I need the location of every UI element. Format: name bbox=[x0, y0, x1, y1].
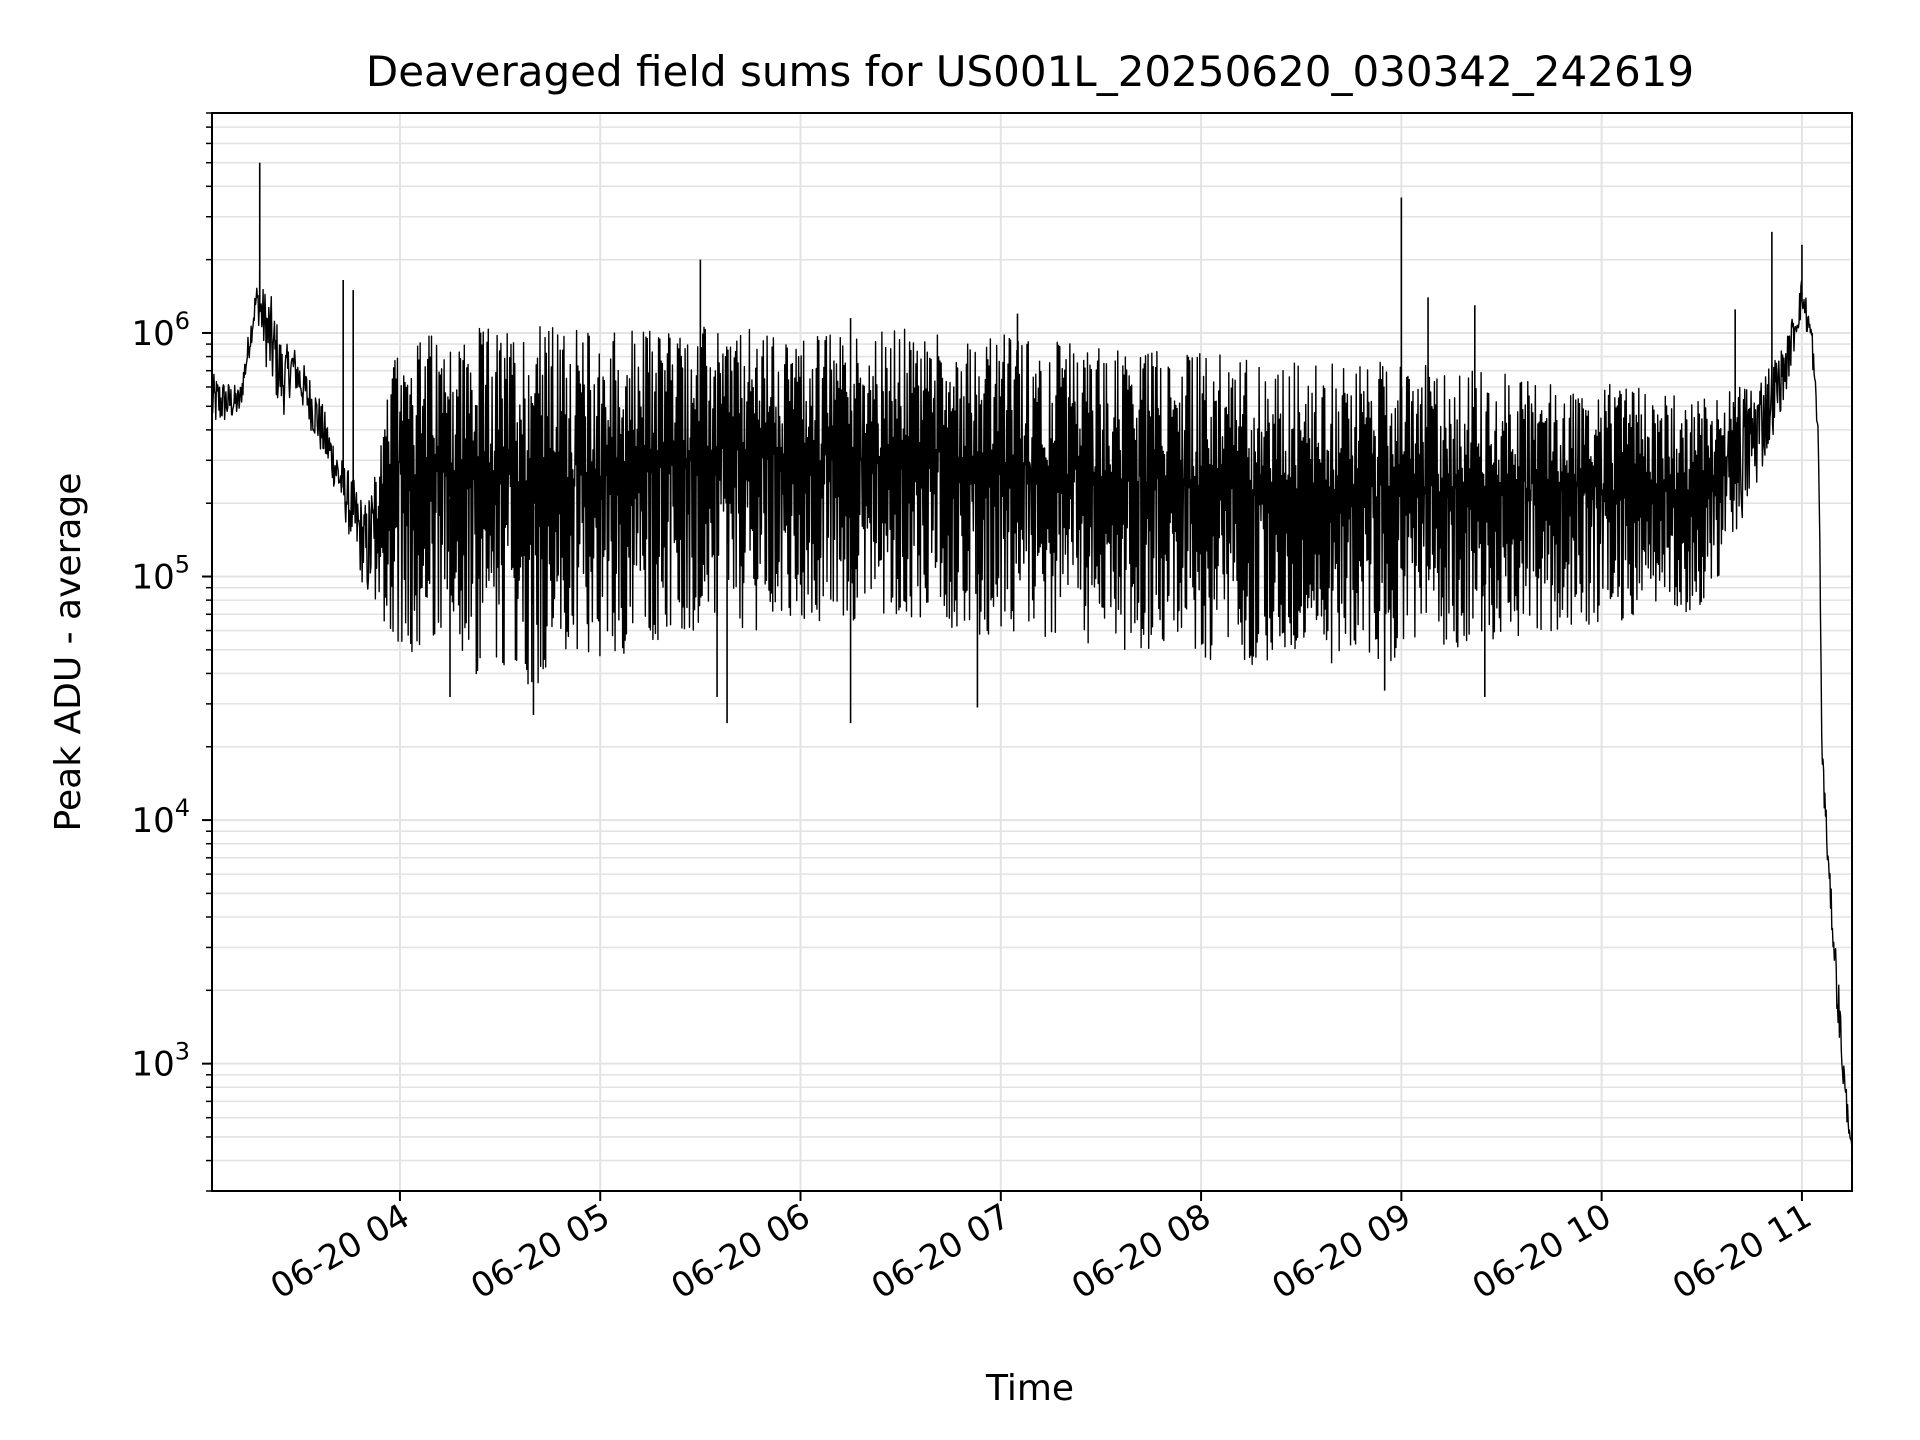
y-tick-label: 103 bbox=[131, 1038, 190, 1085]
y-axis-label: Peak ADU - average bbox=[48, 473, 89, 832]
x-tick-label: 06-20 10 bbox=[1466, 1196, 1618, 1307]
x-tick-label: 06-20 06 bbox=[665, 1196, 817, 1307]
x-tick-label: 06-20 07 bbox=[865, 1196, 1017, 1307]
x-tick-label: 06-20 11 bbox=[1666, 1196, 1818, 1307]
x-tick-label: 06-20 04 bbox=[264, 1196, 416, 1307]
series-layer bbox=[211, 162, 1853, 1149]
y-tick-label: 106 bbox=[131, 307, 190, 354]
y-tick-label: 105 bbox=[131, 551, 190, 598]
grid-layer bbox=[212, 112, 1852, 1192]
x-tick-label: 06-20 08 bbox=[1065, 1196, 1217, 1307]
y-tick-label: 104 bbox=[131, 794, 190, 841]
plot-frame bbox=[211, 112, 1853, 1192]
x-tick-label: 06-20 05 bbox=[464, 1196, 616, 1307]
x-axis-ticks: 06-20 04 06-20 05 06-20 06 06-20 07 06-20 08… bbox=[264, 1191, 1818, 1307]
y-axis-ticks: 103 104 105 106 bbox=[131, 112, 212, 1192]
x-tick-label: 06-20 09 bbox=[1265, 1196, 1417, 1307]
series-line bbox=[211, 280, 1853, 1149]
chart-title: Deaveraged field sums for US001L_2025062… bbox=[366, 47, 1694, 96]
x-axis-label: Time bbox=[985, 1368, 1074, 1409]
